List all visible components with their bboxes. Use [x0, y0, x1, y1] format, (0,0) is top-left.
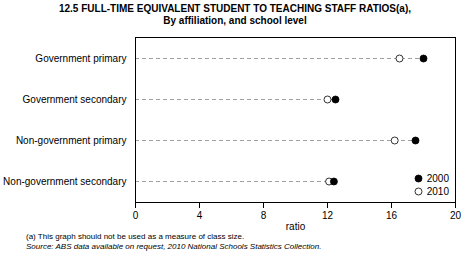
svg-text:12: 12 [322, 210, 334, 221]
svg-text:Government secondary: Government secondary [23, 94, 127, 105]
svg-text:4: 4 [197, 210, 203, 221]
svg-text:Non-government secondary: Non-government secondary [3, 176, 126, 187]
html-text:Source: ABS data available on: Source: ABS data available on request, 2… [26, 242, 322, 251]
svg-text:16: 16 [386, 210, 398, 221]
html-text:2000: 2000 [426, 173, 449, 184]
html-text:By affiliation, and school lev: By affiliation, and school level [163, 15, 307, 26]
html-text:12.5 FULL-TIME EQUIVALENT STUD: 12.5 FULL-TIME EQUIVALENT STUDENT TO TEA… [59, 3, 411, 14]
svg-text:20: 20 [450, 210, 462, 221]
svg-text:8: 8 [261, 210, 267, 221]
svg-text:0: 0 [133, 210, 139, 221]
svg-text:Government primary: Government primary [35, 53, 126, 64]
html-text:2010: 2010 [426, 186, 449, 197]
svg-text:ratio: ratio [286, 221, 306, 232]
svg-text:Non-government primary: Non-government primary [16, 135, 127, 146]
html-text:(a) This graph should not be u: (a) This graph should not be used as a m… [26, 232, 245, 241]
